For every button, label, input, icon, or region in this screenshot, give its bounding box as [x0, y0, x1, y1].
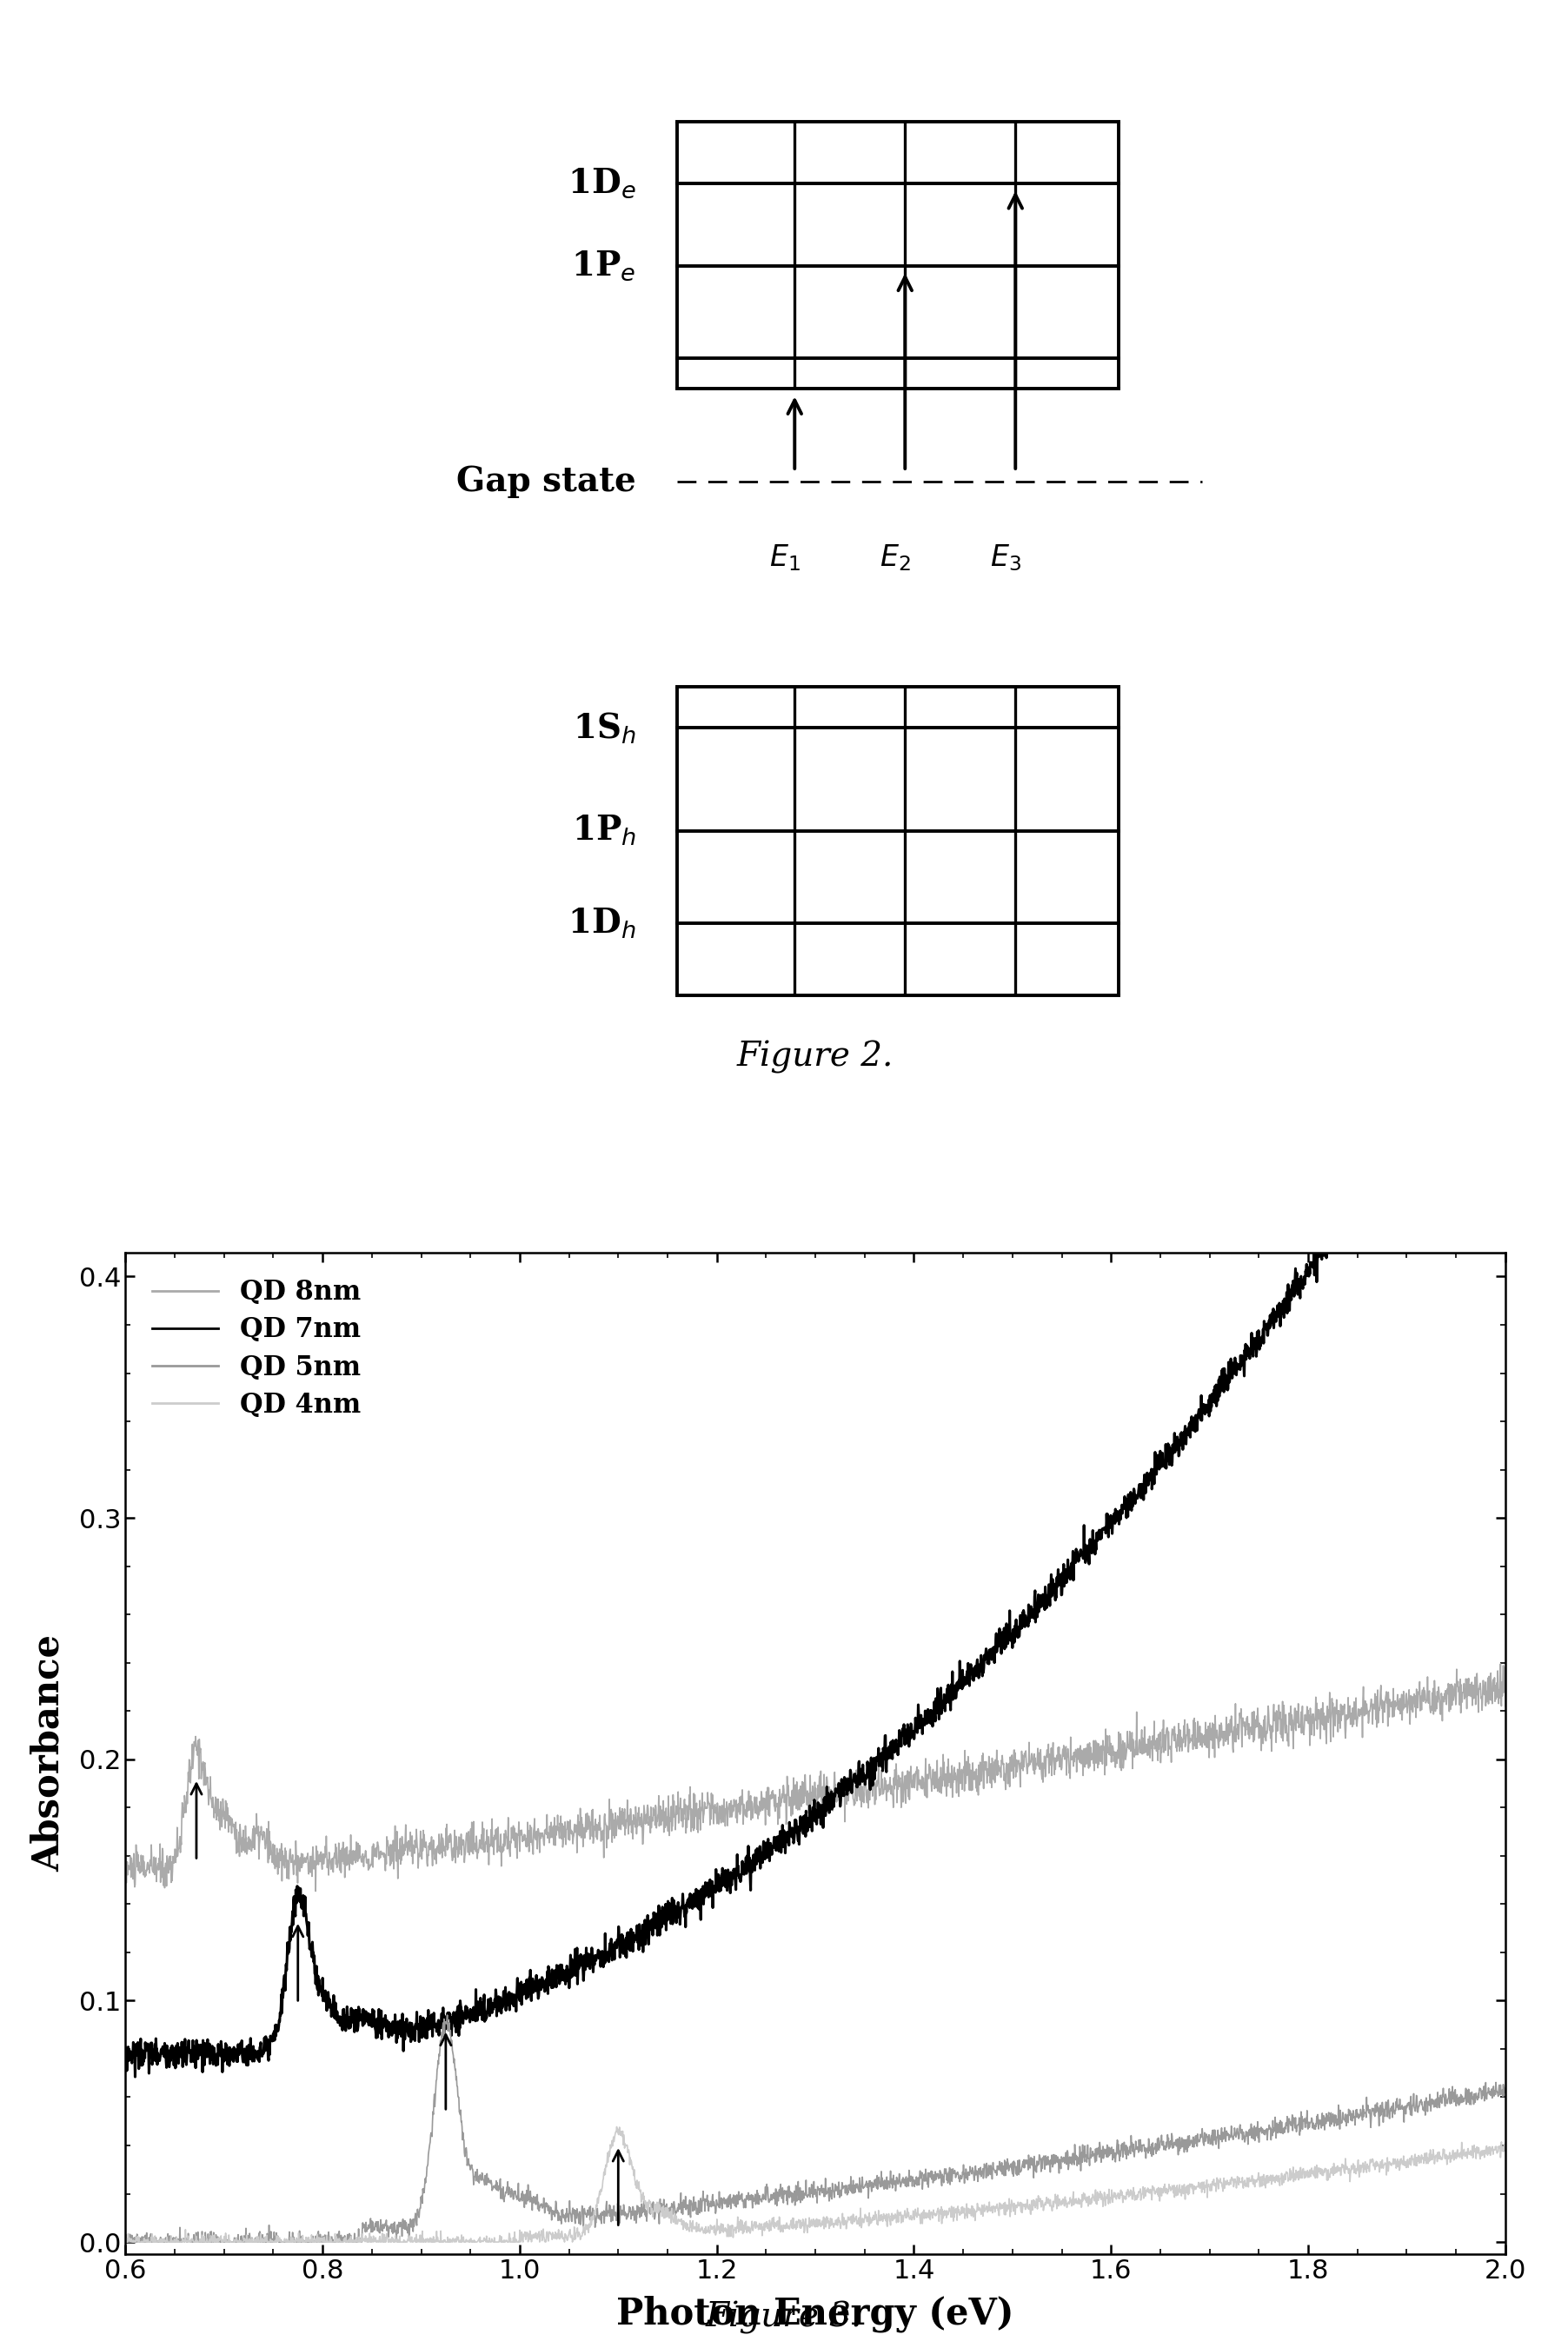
Text: 1P$_e$: 1P$_e$	[571, 249, 637, 282]
QD 5nm	[274, 2228, 293, 2256]
QD 5nm	[437, 2000, 456, 2029]
Text: $E_2$: $E_2$	[880, 542, 911, 573]
Line: QD 8nm: QD 8nm	[125, 1665, 1510, 1890]
QD 8nm	[707, 1810, 726, 1838]
QD 7nm	[1325, 1237, 1344, 1266]
QD 5nm	[116, 2228, 135, 2256]
X-axis label: Photon Energy (eV): Photon Energy (eV)	[616, 2296, 1014, 2332]
QD 4nm	[648, 2188, 666, 2217]
QD 7nm	[1305, 1237, 1323, 1266]
QD 7nm	[125, 2064, 144, 2092]
Text: Figure 2.: Figure 2.	[737, 1040, 894, 1073]
Y-axis label: Absorbance: Absorbance	[30, 1634, 67, 1871]
Legend: QD 8nm, QD 7nm, QD 5nm, QD 4nm: QD 8nm, QD 7nm, QD 5nm, QD 4nm	[138, 1266, 373, 1432]
Text: $E_1$: $E_1$	[770, 542, 801, 573]
QD 8nm	[1325, 1705, 1344, 1733]
QD 8nm	[1491, 1651, 1510, 1679]
QD 7nm	[356, 1998, 375, 2026]
QD 8nm	[1501, 1658, 1519, 1686]
QD 4nm	[707, 2205, 726, 2233]
Line: QD 7nm: QD 7nm	[125, 1251, 1510, 2078]
QD 4nm	[1501, 2137, 1519, 2165]
QD 5nm	[1501, 2071, 1519, 2099]
QD 8nm	[1474, 1667, 1493, 1695]
QD 4nm	[116, 2228, 135, 2256]
QD 8nm	[274, 1850, 293, 1878]
QD 5nm	[648, 2193, 666, 2221]
QD 7nm	[648, 1900, 666, 1928]
QD 5nm	[356, 2219, 375, 2247]
Text: Gap state: Gap state	[456, 465, 637, 498]
QD 4nm	[274, 2228, 293, 2256]
Text: 1P$_h$: 1P$_h$	[572, 815, 637, 848]
QD 7nm	[707, 1876, 726, 1904]
QD 4nm	[356, 2221, 375, 2249]
QD 5nm	[1474, 2078, 1493, 2106]
QD 7nm	[1501, 1237, 1519, 1266]
QD 7nm	[274, 1965, 293, 1993]
QD 4nm	[1474, 2137, 1493, 2165]
Line: QD 5nm: QD 5nm	[125, 2015, 1510, 2242]
QD 5nm	[1325, 2111, 1344, 2139]
Text: 1D$_e$: 1D$_e$	[568, 167, 637, 200]
QD 4nm	[1325, 2155, 1344, 2184]
QD 7nm	[1474, 1237, 1493, 1266]
QD 8nm	[306, 1876, 325, 1904]
Text: Figure 3.: Figure 3.	[706, 2301, 862, 2334]
QD 8nm	[648, 1806, 666, 1834]
QD 5nm	[707, 2188, 726, 2217]
QD 8nm	[116, 1841, 135, 1869]
Line: QD 4nm: QD 4nm	[125, 2127, 1510, 2242]
QD 8nm	[356, 1838, 375, 1867]
QD 4nm	[607, 2113, 626, 2141]
Text: 1S$_h$: 1S$_h$	[572, 711, 637, 744]
QD 7nm	[116, 2033, 135, 2062]
Text: 1D$_h$: 1D$_h$	[568, 906, 637, 939]
Text: $E_3$: $E_3$	[989, 542, 1021, 573]
